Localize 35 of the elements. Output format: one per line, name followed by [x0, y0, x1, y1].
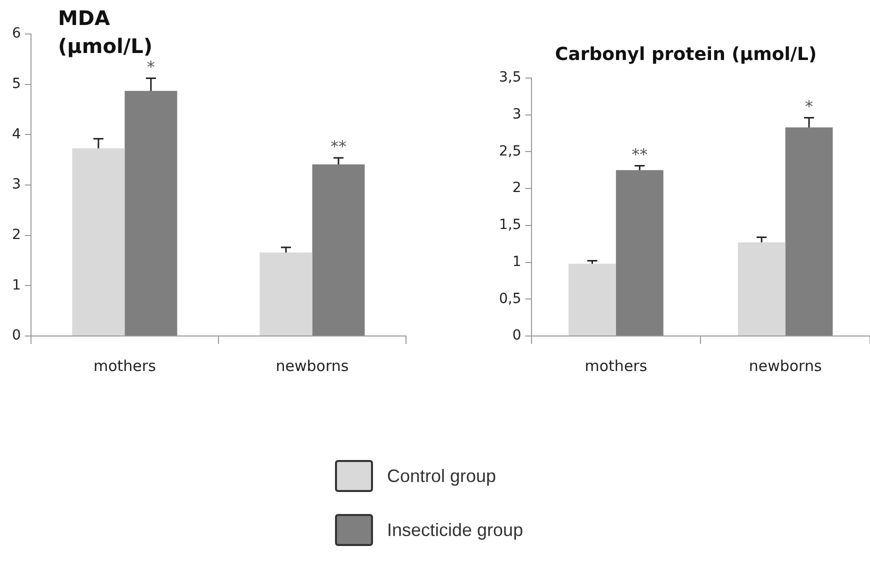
y-tick-label: 4 — [12, 126, 21, 142]
bar — [785, 127, 833, 336]
y-tick-label: 0 — [512, 328, 522, 344]
y-tick-label: 0,5 — [499, 290, 522, 307]
y-tick-label: 6 — [12, 26, 21, 42]
x-tick-label: mothers — [584, 356, 648, 375]
y-tick-label: 1 — [512, 254, 522, 270]
y-tick-label: 0 — [12, 328, 21, 344]
annotation: * — [805, 96, 814, 116]
annotation: ** — [632, 144, 648, 164]
x-tick-label: mothers — [93, 356, 156, 375]
chart-title: Carbonyl protein (µmol/L) — [555, 44, 817, 65]
annotation: * — [146, 57, 155, 76]
bar — [738, 242, 786, 336]
y-tick-label: 2 — [512, 180, 522, 196]
y-tick-label: 3,5 — [499, 70, 522, 86]
x-tick-label: newborns — [276, 356, 349, 375]
bar — [260, 252, 312, 336]
legend-label: Insecticide group — [387, 520, 524, 540]
y-tick-label: 1 — [12, 277, 21, 294]
y-tick-label: 3 — [12, 176, 21, 193]
bar — [568, 264, 616, 336]
y-tick-label: 1,5 — [499, 217, 522, 234]
bar — [124, 90, 178, 336]
x-tick-label: newborns — [748, 356, 822, 375]
y-tick-label: 2 — [12, 226, 21, 243]
bar — [312, 164, 365, 336]
y-tick-label: 5 — [12, 76, 21, 92]
chart-title: MDA (µmol/L) — [58, 5, 154, 60]
annotation: ** — [330, 136, 346, 156]
bar — [616, 170, 664, 336]
legend-label: Control group — [387, 466, 496, 486]
y-tick-label: 2,5 — [499, 143, 522, 160]
y-tick-label: 3 — [512, 106, 522, 122]
bar — [72, 148, 125, 336]
